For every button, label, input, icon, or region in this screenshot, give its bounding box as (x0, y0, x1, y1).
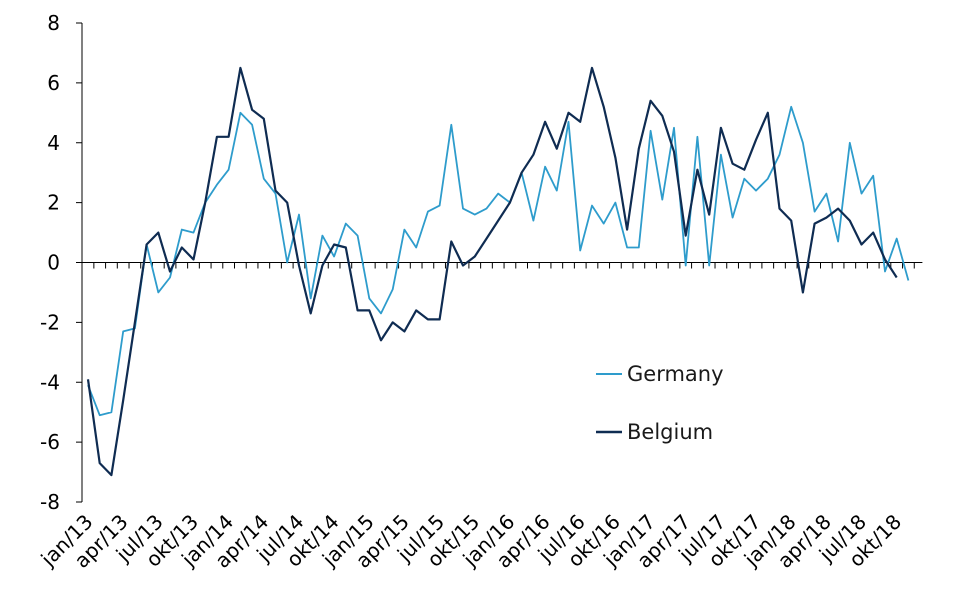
y-tick-label: -6 (40, 430, 60, 454)
y-tick-label: -2 (40, 310, 60, 334)
legend-label-belgium: Belgium (627, 420, 713, 444)
y-tick-label: 2 (47, 191, 60, 215)
legend-label-germany: Germany (627, 362, 724, 386)
y-tick-label: 4 (47, 131, 60, 155)
y-tick-label: 0 (47, 251, 60, 275)
legend: Germany Belgium (596, 362, 724, 444)
y-tick-label: -8 (40, 490, 60, 514)
series-line-belgium (86, 66, 898, 477)
series-group (86, 66, 910, 477)
axes: -8-6-4-202468jan/13apr/13jul/13okt/13jan… (36, 11, 923, 573)
y-tick-label: 8 (47, 11, 60, 35)
y-tick-label: -4 (40, 370, 60, 394)
series-line-germany (87, 105, 910, 417)
y-tick-label: 6 (47, 71, 60, 95)
